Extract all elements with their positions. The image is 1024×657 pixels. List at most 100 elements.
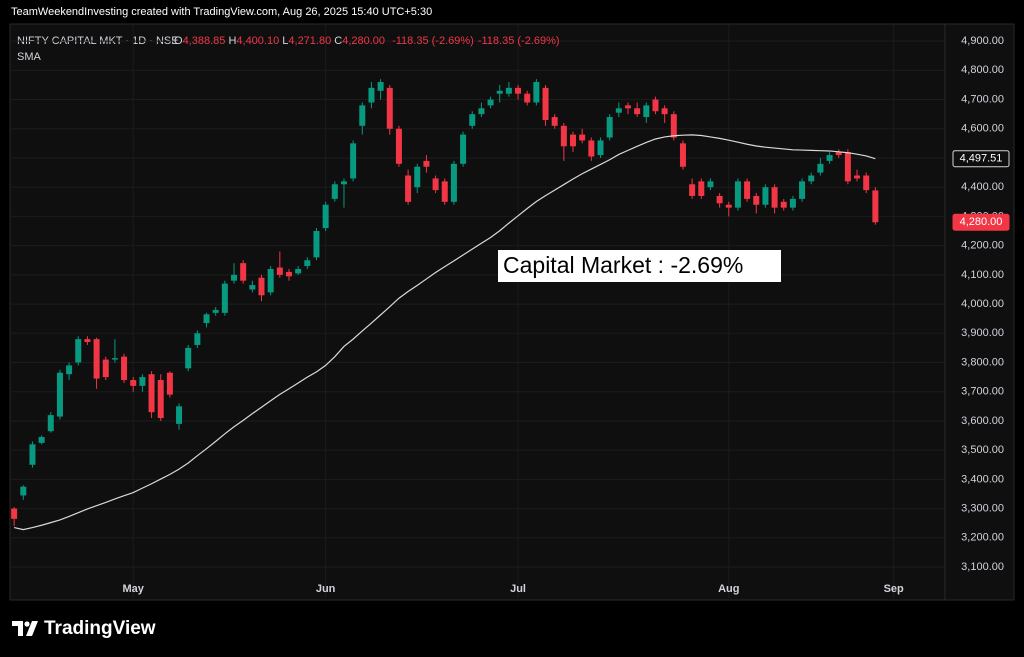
- candle-body: [432, 178, 439, 191]
- legend-key: H: [228, 35, 236, 47]
- candle-body: [313, 231, 320, 258]
- candle-body: [231, 274, 238, 281]
- candle-body: [835, 152, 842, 156]
- candle-body: [276, 267, 283, 275]
- candle-body: [47, 415, 54, 432]
- logo-icon: [12, 621, 38, 636]
- y-tick-label: 3,500.00: [961, 444, 1004, 456]
- sma-line: [13, 134, 876, 531]
- candle-body: [176, 406, 183, 424]
- chart-panel: [9, 23, 1015, 601]
- candle-body: [331, 184, 338, 199]
- logo-dot: [24, 621, 30, 627]
- candle-body: [826, 155, 833, 161]
- candle-body: [542, 87, 549, 120]
- candle-body: [66, 365, 73, 375]
- candle-body: [377, 82, 384, 91]
- candle-body: [505, 87, 512, 94]
- annotation-box: [498, 250, 781, 282]
- candle-body: [29, 444, 36, 465]
- y-tick-label: 3,800.00: [961, 356, 1004, 368]
- annotation-text: Capital Market : -2.69%: [503, 252, 743, 278]
- candle-body: [780, 201, 787, 208]
- candle-body: [588, 140, 595, 157]
- annotation: Capital Market : -2.69%: [498, 250, 781, 282]
- legend-key: C: [334, 35, 342, 47]
- y-tick-label: 4,900.00: [961, 35, 1004, 47]
- y-tick-label: 3,600.00: [961, 415, 1004, 427]
- candle-body: [560, 125, 567, 147]
- candle-body: [661, 108, 668, 115]
- candle-body: [789, 198, 796, 208]
- candle-body: [551, 117, 558, 126]
- candle-body: [753, 195, 760, 205]
- candle-body: [716, 195, 723, 204]
- candle-body: [212, 309, 219, 313]
- candle-body: [395, 128, 402, 164]
- price-label: 4,280.00: [960, 216, 1003, 228]
- candle-body: [240, 263, 247, 281]
- legend-key: O: [174, 35, 183, 47]
- y-tick-label: 4,100.00: [961, 269, 1004, 281]
- candle-body: [762, 187, 769, 205]
- candle-body: [258, 277, 265, 296]
- candle-body: [441, 181, 448, 202]
- candle-body: [524, 93, 531, 103]
- candle-body: [744, 181, 751, 199]
- candle-body: [469, 114, 476, 126]
- candle-body: [221, 283, 228, 313]
- candle-body: [249, 285, 256, 290]
- candle-body: [423, 160, 430, 167]
- candle-body: [38, 437, 45, 443]
- x-tick-label: May: [123, 583, 145, 595]
- candle-body: [368, 87, 375, 103]
- legend-value: 4,280.00: [342, 35, 388, 47]
- candle-body: [570, 134, 577, 147]
- indicator-name: SMA: [17, 51, 42, 63]
- candle-body: [194, 333, 201, 345]
- legend-change: -118.35 (-2.69%): [392, 35, 474, 47]
- candle-body: [579, 134, 586, 141]
- ohlc-legend: O4,388.85 H4,400.10 L4,271.80 C4,280.00 …: [174, 35, 560, 47]
- y-tick-label: 4,600.00: [961, 123, 1004, 135]
- candle-body: [340, 181, 347, 185]
- candle-body: [533, 82, 540, 103]
- candle-body: [285, 271, 292, 277]
- candle-body: [496, 90, 503, 94]
- candle-body: [799, 181, 806, 199]
- y-tick-label: 3,300.00: [961, 502, 1004, 514]
- candle-body: [808, 175, 815, 182]
- y-tick-label: 3,100.00: [961, 561, 1004, 573]
- candle-body: [75, 339, 82, 363]
- candle-body: [203, 314, 210, 324]
- candle-body: [11, 508, 18, 519]
- y-tick-label: 4,700.00: [961, 93, 1004, 105]
- price-label: 4,497.51: [960, 153, 1003, 165]
- candle-body: [93, 339, 100, 379]
- candle-body: [350, 143, 357, 179]
- candle-body: [707, 181, 714, 188]
- y-tick-label: 4,000.00: [961, 298, 1004, 310]
- candle-body: [102, 359, 109, 378]
- candle-body: [634, 108, 641, 115]
- price-label-box: [952, 213, 1010, 231]
- header: TeamWeekendInvesting created with Tradin…: [11, 6, 432, 18]
- candle-body: [478, 108, 485, 115]
- candle-body: [450, 163, 457, 202]
- candle-body: [84, 339, 91, 343]
- legend-change: -118.35 (-2.69%): [478, 35, 560, 47]
- y-tick-label: 3,400.00: [961, 473, 1004, 485]
- candle-body: [359, 105, 366, 126]
- candle-body: [817, 163, 824, 173]
- candle-body: [670, 114, 677, 138]
- legend-value: 4,400.10: [236, 35, 282, 47]
- candle-body: [597, 140, 604, 156]
- legend-key: L: [282, 35, 288, 47]
- candle-body: [863, 175, 870, 191]
- candle-body: [515, 87, 522, 94]
- candle-body: [295, 269, 302, 274]
- candle-body: [185, 347, 192, 369]
- candle-body: [624, 105, 631, 109]
